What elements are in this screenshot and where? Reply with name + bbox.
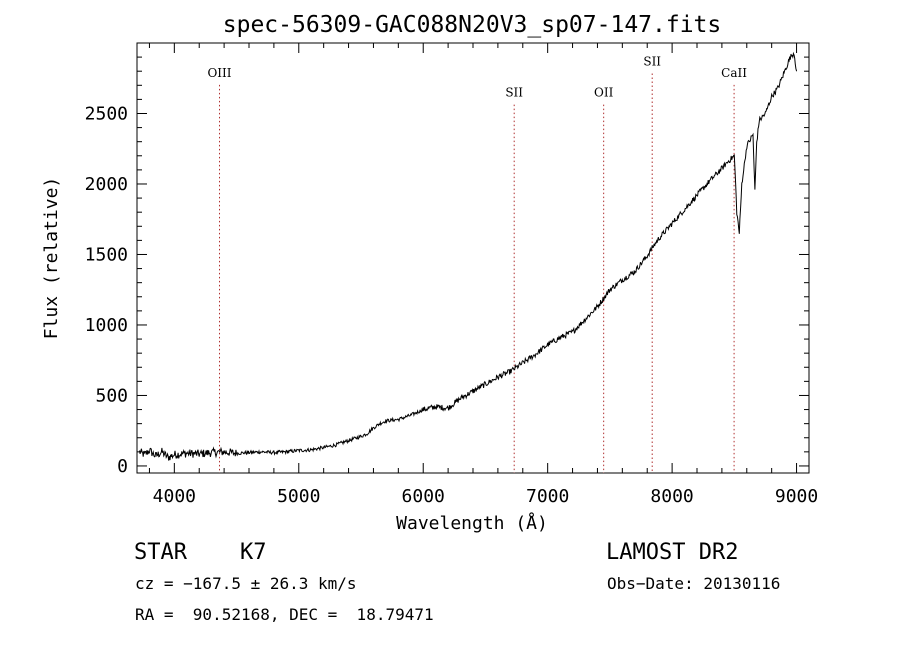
spectral-line-label: OII xyxy=(594,86,614,100)
spectral-line-label: SII xyxy=(505,86,523,100)
y-tick-label: 0 xyxy=(117,456,128,477)
plot-frame xyxy=(136,42,810,474)
axis-ticks: 4000 5000 6000 7000 8000 9000 0 500 1000 1500 2000… xyxy=(85,43,818,507)
spectrum-line xyxy=(139,51,798,461)
chart-title: spec-56309-GAC088N20V3_sp07-147.fits xyxy=(223,12,722,38)
emission-lines: OIII SII OII SII CaII xyxy=(207,55,747,473)
y-axis-label: Flux (relative) xyxy=(41,177,62,340)
y-tick-label: 500 xyxy=(95,385,128,406)
spectral-line-label: OIII xyxy=(207,66,231,80)
x-tick-label: 6000 xyxy=(402,486,445,507)
x-axis-label: Wavelength (Å) xyxy=(396,512,548,534)
coordinates: RA = 90.52168, DEC = 18.79471 xyxy=(135,605,434,624)
x-tick-label: 9000 xyxy=(775,486,818,507)
observation-date: Obs−Date: 20130116 xyxy=(607,574,781,593)
object-class: STAR xyxy=(134,540,187,565)
object-subclass: K7 xyxy=(240,540,267,565)
spectral-line-label: SII xyxy=(643,55,661,69)
y-tick-label: 1000 xyxy=(85,315,128,336)
y-tick-label: 2500 xyxy=(85,103,128,124)
x-tick-label: 4000 xyxy=(153,486,196,507)
x-tick-label: 8000 xyxy=(650,486,693,507)
spectral-line-label: CaII xyxy=(721,66,747,80)
redshift-velocity: cz = −167.5 ± 26.3 km/s xyxy=(135,574,357,593)
x-tick-label: 7000 xyxy=(526,486,569,507)
y-tick-label: 1500 xyxy=(85,244,128,265)
survey-name: LAMOST DR2 xyxy=(606,540,739,565)
x-tick-label: 5000 xyxy=(277,486,320,507)
y-tick-label: 2000 xyxy=(85,174,128,195)
